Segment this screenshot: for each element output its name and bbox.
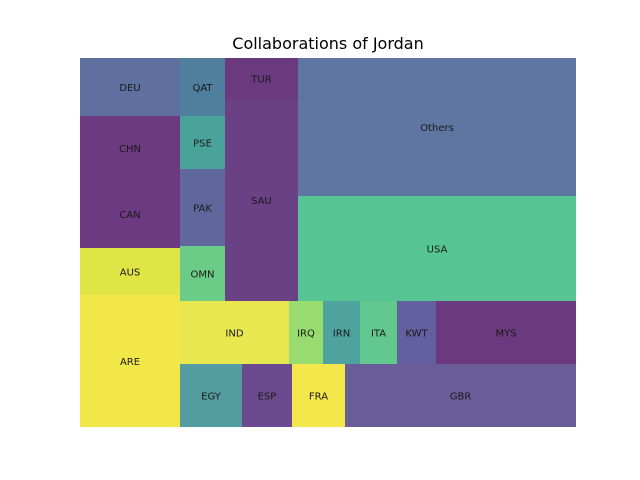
treemap-label-qat: QAT xyxy=(192,83,213,94)
treemap-label-chn: CHN xyxy=(119,144,141,155)
treemap-label-ita: ITA xyxy=(371,329,386,340)
treemap-label-egy: EGY xyxy=(201,392,222,403)
treemap-cell-aus xyxy=(80,248,180,295)
treemap-cell-sau xyxy=(225,99,298,301)
treemap-cell-irn xyxy=(323,301,360,364)
treemap-label-others: Others xyxy=(420,123,454,134)
treemap-label-can: CAN xyxy=(119,210,140,221)
treemap-cell-omn xyxy=(180,246,225,301)
treemap-label-esp: ESP xyxy=(258,392,277,403)
treemap-label-ind: IND xyxy=(225,329,243,340)
treemap-cell-deu xyxy=(80,58,180,116)
treemap-label-irq: IRQ xyxy=(297,329,315,340)
treemap-label-sau: SAU xyxy=(251,196,272,207)
treemap-label-mys: MYS xyxy=(495,329,516,340)
treemap-cell-usa xyxy=(298,196,576,301)
treemap-label-are: ARE xyxy=(120,357,140,368)
treemap-cell-irq xyxy=(289,301,323,364)
treemap-cell-kwt xyxy=(397,301,436,364)
treemap-cell-ita xyxy=(360,301,397,364)
treemap-cells: DEU CHN CAN AUS ARE QAT PSE PAK OMN TUR SAU Others U… xyxy=(80,58,576,427)
treemap-cell-pse xyxy=(180,116,225,169)
chart-title: Collaborations of Jordan xyxy=(232,34,423,53)
treemap-label-omn: OMN xyxy=(191,270,215,281)
treemap-label-irn: IRN xyxy=(333,329,350,340)
treemap-cell-chn xyxy=(80,116,180,180)
treemap-cell-ind xyxy=(180,301,289,364)
treemap-label-pse: PSE xyxy=(193,139,212,150)
treemap-cell-tur xyxy=(225,58,298,99)
treemap-cell-mys xyxy=(436,301,576,364)
treemap-label-kwt: KWT xyxy=(405,329,428,340)
treemap-label-gbr: GBR xyxy=(450,392,472,403)
treemap-cell-qat xyxy=(180,58,225,116)
treemap-cell-can xyxy=(80,180,180,248)
treemap-label-usa: USA xyxy=(427,245,448,256)
treemap-cell-egy xyxy=(180,364,242,427)
treemap-cell-fra xyxy=(292,364,345,427)
treemap-label-aus: AUS xyxy=(120,268,141,279)
treemap-cell-esp xyxy=(242,364,292,427)
treemap-label-fra: FRA xyxy=(309,392,328,403)
treemap-label-pak: PAK xyxy=(193,204,212,215)
treemap-cell-are xyxy=(80,295,180,427)
treemap-cell-others xyxy=(298,58,576,196)
treemap-label-tur: TUR xyxy=(250,75,271,86)
treemap-cell-pak xyxy=(180,169,225,246)
treemap-label-deu: DEU xyxy=(119,83,140,94)
treemap-cell-gbr xyxy=(345,364,576,427)
